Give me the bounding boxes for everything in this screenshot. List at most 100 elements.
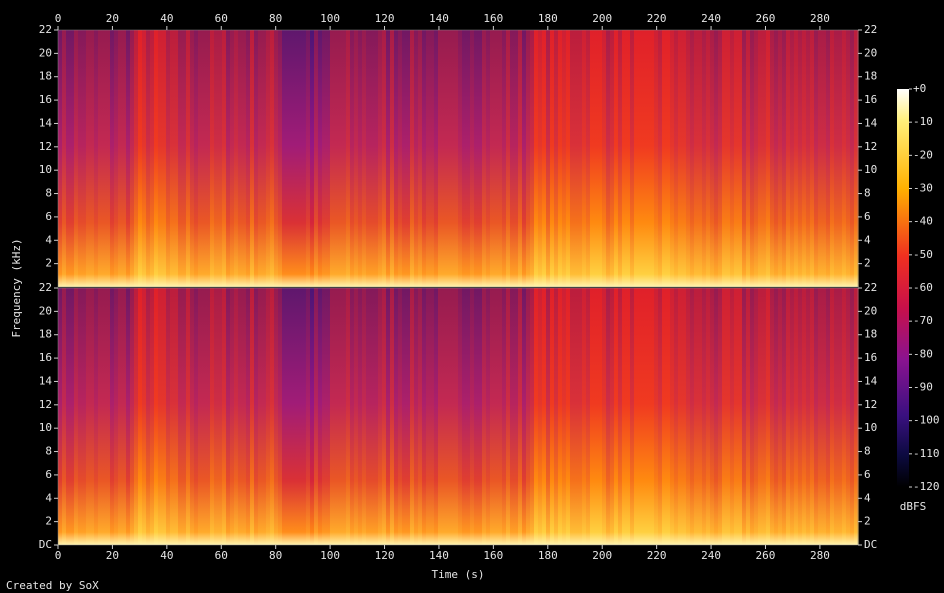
spectrum-texture xyxy=(738,288,743,545)
spectrum-texture xyxy=(198,288,203,545)
spectrum-texture xyxy=(306,288,311,545)
spectrum-texture xyxy=(694,30,699,287)
spectrum-texture xyxy=(826,30,831,287)
spectrum-texture xyxy=(506,288,511,545)
spectrum-texture xyxy=(426,288,431,545)
x-tick-label: 240 xyxy=(701,12,721,25)
spectrum-texture xyxy=(110,288,115,545)
spectrum-texture xyxy=(62,288,67,545)
spectrum-texture xyxy=(162,30,167,287)
spectrum-texture xyxy=(566,288,571,545)
spectrum-texture xyxy=(694,288,699,545)
spectrum-texture xyxy=(678,30,683,287)
spectrum-texture xyxy=(306,30,311,287)
spectrum-texture xyxy=(258,288,263,545)
spectrum-texture xyxy=(766,30,771,287)
spectrum-texture xyxy=(290,30,295,287)
spectrum-texture xyxy=(398,30,403,287)
spectrum-texture xyxy=(90,288,95,545)
spectrum-texture xyxy=(154,288,159,545)
spectrum-texture xyxy=(286,288,291,545)
spectrum-texture xyxy=(330,30,335,287)
spectrum-texture xyxy=(806,288,811,545)
spectrum-texture xyxy=(518,30,523,287)
spectrum-texture xyxy=(410,288,415,545)
spectrum-texture xyxy=(258,30,263,287)
spectrum-texture xyxy=(554,288,559,545)
spectrum-texture xyxy=(530,30,535,287)
x-tick-label: 40 xyxy=(160,12,173,25)
spectrum-texture xyxy=(842,288,847,545)
spectrum-texture xyxy=(702,30,707,287)
spectrum-texture xyxy=(798,288,803,545)
spectrum-texture xyxy=(714,30,719,287)
colorbar-tick-label: -120 xyxy=(913,480,940,493)
spectrum-texture xyxy=(766,288,771,545)
spectrum-texture xyxy=(486,30,491,287)
y-tick-label: 22 xyxy=(39,281,52,294)
spectrum-texture xyxy=(642,30,647,287)
spectrum-texture xyxy=(158,288,163,545)
spectrum-texture xyxy=(478,30,483,287)
x-tick-label: 280 xyxy=(810,549,830,562)
spectrum-texture xyxy=(366,30,371,287)
spectrum-texture xyxy=(698,288,703,545)
spectrum-texture xyxy=(210,288,215,545)
spectrum-texture xyxy=(490,288,495,545)
spectrum-texture xyxy=(102,288,107,545)
y-tick-label: 18 xyxy=(39,70,52,83)
x-tick-label: 160 xyxy=(483,549,503,562)
spectrum-texture xyxy=(538,30,543,287)
spectrum-texture xyxy=(630,288,635,545)
spectrum-texture xyxy=(170,30,175,287)
spectrum-texture xyxy=(718,288,723,545)
spectrum-texture xyxy=(462,288,467,545)
spectrum-texture xyxy=(154,30,159,287)
spectrum-texture xyxy=(758,288,763,545)
spectrum-texture xyxy=(406,30,411,287)
spectrum-texture xyxy=(542,30,547,287)
spectrum-texture xyxy=(642,288,647,545)
spectrum-texture xyxy=(746,288,751,545)
spectrum-texture xyxy=(458,288,463,545)
y-axis-label: Frequency (kHz) xyxy=(10,238,23,337)
y-tick-label: 2 xyxy=(45,515,52,528)
spectrum-texture xyxy=(370,30,375,287)
spectrum-texture xyxy=(114,288,119,545)
spectrum-texture xyxy=(386,288,391,545)
colorbar-tick-label: -40 xyxy=(913,215,933,228)
spectrum-texture xyxy=(570,30,575,287)
x-tick-label: 200 xyxy=(592,12,612,25)
spectrum-texture xyxy=(166,30,171,287)
spectrum-texture xyxy=(146,288,151,545)
spectrum-texture xyxy=(298,288,303,545)
spectrum-texture xyxy=(654,288,659,545)
spectrum-texture xyxy=(618,288,623,545)
spectrum-texture xyxy=(794,30,799,287)
spectrum-texture xyxy=(570,288,575,545)
spectrum-texture xyxy=(578,288,583,545)
colorbar-tick-label: -90 xyxy=(913,381,933,394)
y-tick-label: 18 xyxy=(864,70,877,83)
spectrum-texture xyxy=(430,30,435,287)
spectrum-texture xyxy=(546,30,551,287)
spectrum-texture xyxy=(610,288,615,545)
colorbar-tick-label: -20 xyxy=(913,148,933,161)
spectrum-texture xyxy=(586,30,591,287)
spectrum-texture xyxy=(374,288,379,545)
spectrum-texture xyxy=(506,30,511,287)
colorbar-tick-label: +0 xyxy=(913,82,926,95)
y-tick-label: 16 xyxy=(864,93,877,106)
spectrum-texture xyxy=(554,30,559,287)
spectrum-texture xyxy=(134,288,139,545)
spectrum-texture xyxy=(82,288,87,545)
spectrum-texture xyxy=(662,30,667,287)
spectrum-texture xyxy=(350,30,355,287)
spectrum-texture xyxy=(182,30,187,287)
spectrum-texture xyxy=(206,30,211,287)
spectrum-texture xyxy=(326,30,331,287)
x-tick-label: 260 xyxy=(756,12,776,25)
spectrum-texture xyxy=(734,30,739,287)
spectrum-texture xyxy=(818,30,823,287)
spectrum-texture xyxy=(86,288,91,545)
